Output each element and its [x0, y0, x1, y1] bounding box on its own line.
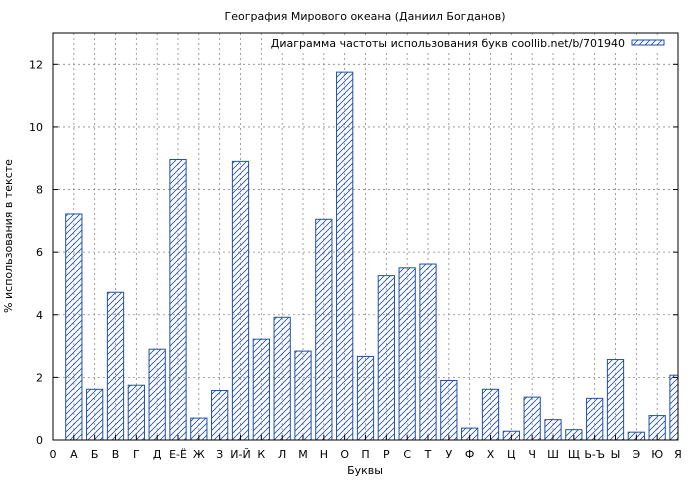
x-tick-label: М: [298, 448, 308, 461]
bar: [169, 158, 187, 441]
y-tick-label: 8: [36, 184, 43, 197]
bar: [523, 396, 541, 441]
x-tick-label: Э: [632, 448, 640, 461]
x-tick-label: Л: [278, 448, 286, 461]
bar: [231, 160, 250, 441]
bar: [315, 218, 333, 441]
y-tick-label: 4: [36, 309, 43, 322]
grid: [53, 33, 678, 440]
x-tick-label: Ш: [547, 448, 559, 461]
bar: [252, 338, 270, 441]
x-tick-label: Я: [674, 448, 682, 461]
x-tick-label: Б: [91, 448, 99, 461]
x-tick-label: Ч: [528, 448, 536, 461]
x-tick-label: К: [257, 448, 265, 461]
x-tick-label: Ф: [465, 448, 474, 461]
bar: [481, 388, 500, 441]
x-tick-label: Ц: [507, 448, 516, 461]
bar: [586, 397, 604, 441]
bar: [419, 263, 437, 441]
bar: [336, 71, 354, 441]
bar: [669, 374, 679, 441]
bar: [127, 384, 145, 441]
bar: [148, 348, 166, 441]
y-tick-label: 0: [36, 434, 43, 447]
x-tick-label: А: [70, 448, 78, 461]
bar: [356, 355, 375, 441]
bar: [377, 275, 395, 441]
x-tick-label: З: [216, 448, 223, 461]
y-tick-label: 12: [29, 58, 43, 71]
bar: [65, 213, 83, 441]
x-tick-label: Р: [383, 448, 390, 461]
x-tick-label: И-Й: [230, 448, 250, 461]
x-tick-label: В: [112, 448, 120, 461]
legend-label: Диаграмма частоты использования букв coo…: [271, 37, 625, 50]
y-tick-label: 2: [36, 371, 43, 384]
legend-swatch: [631, 39, 665, 46]
x-tick-label: Ь-Ъ: [584, 448, 605, 461]
x-tick-label: П: [361, 448, 369, 461]
bar: [86, 388, 104, 441]
x-tick-label: Г: [133, 448, 140, 461]
y-tick-label: 6: [36, 246, 43, 259]
x-tick-label: Н: [320, 448, 328, 461]
bar: [440, 380, 458, 441]
bar: [273, 316, 291, 441]
bars: [65, 71, 679, 441]
y-axis-label: % использования в тексте: [2, 159, 15, 313]
legend: Диаграмма частоты использования букв coo…: [268, 36, 676, 50]
bar: [398, 267, 416, 441]
legend-background: [268, 36, 676, 50]
x-tick-label: Е-Ё: [169, 448, 187, 461]
x-tick-label: 0: [50, 448, 57, 461]
x-tick-label: Х: [487, 448, 495, 461]
x-tick-label: Ж: [193, 448, 205, 461]
bar: [294, 350, 312, 441]
chart-title: География Мирового океана (Даниил Богдан…: [225, 10, 506, 23]
x-tick-label: О: [340, 448, 349, 461]
bar: [106, 291, 125, 441]
y-tick-label: 10: [29, 121, 43, 134]
x-tick-label: Д: [153, 448, 162, 461]
x-axis-label: Буквы: [347, 464, 383, 477]
bar: [606, 359, 625, 441]
bar: [211, 390, 229, 441]
x-tick-label: Т: [424, 448, 432, 461]
x-tick-label: Ы: [611, 448, 621, 461]
x-tick-label: Ю: [651, 448, 663, 461]
x-tick-label: Щ: [568, 448, 580, 461]
x-tick-label: С: [403, 448, 411, 461]
x-tick-label: У: [445, 448, 452, 461]
